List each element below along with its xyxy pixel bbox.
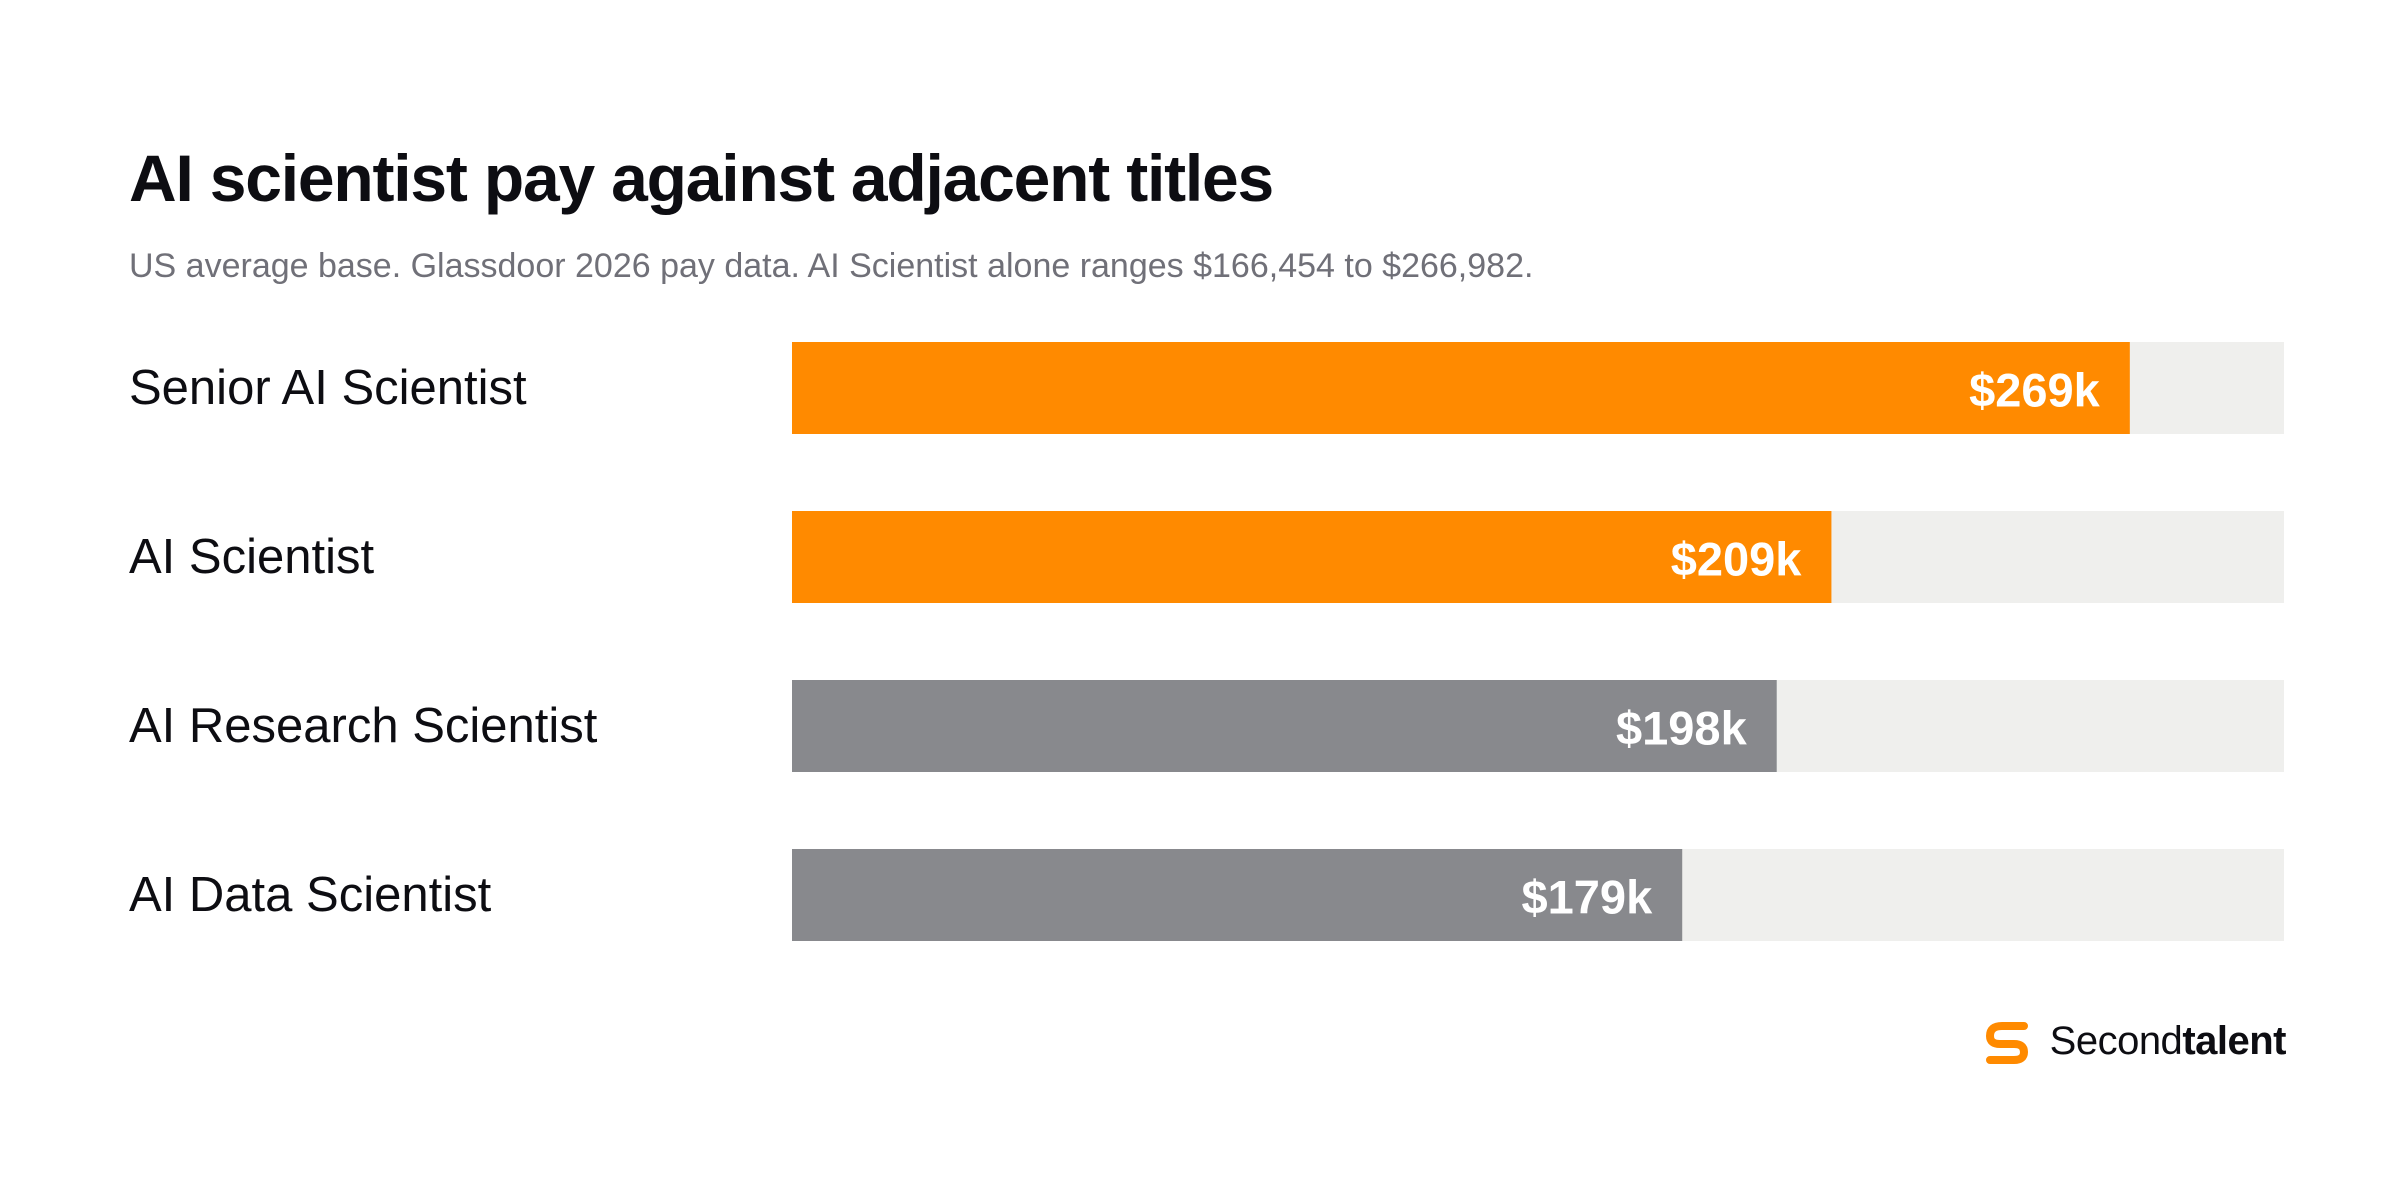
value-label: $269k — [1969, 364, 2101, 417]
secondtalent-logo-icon — [1985, 1022, 2028, 1064]
chart-subtitle: US average base. Glassdoor 2026 pay data… — [129, 247, 1534, 285]
value-label: $209k — [1671, 533, 1803, 586]
category-label: AI Research Scientist — [129, 699, 598, 753]
value-label: $198k — [1616, 702, 1748, 755]
category-label: AI Data Scientist — [129, 868, 492, 922]
value-label: $179k — [1522, 871, 1654, 924]
bar — [792, 680, 1777, 772]
brand-name-part2: talent — [2182, 1018, 2286, 1063]
brand-name: Secondtalent — [2049, 1018, 2287, 1064]
bar — [792, 342, 2130, 434]
category-label: AI Scientist — [129, 530, 374, 584]
brand-name-part1: Second — [2049, 1018, 2183, 1063]
bar — [792, 511, 1832, 603]
chart-title: AI scientist pay against adjacent titles — [129, 141, 1274, 215]
category-label: Senior AI Scientist — [129, 361, 527, 415]
bar — [792, 849, 1683, 941]
brand-logo: Secondtalent — [1980, 1014, 2286, 1068]
